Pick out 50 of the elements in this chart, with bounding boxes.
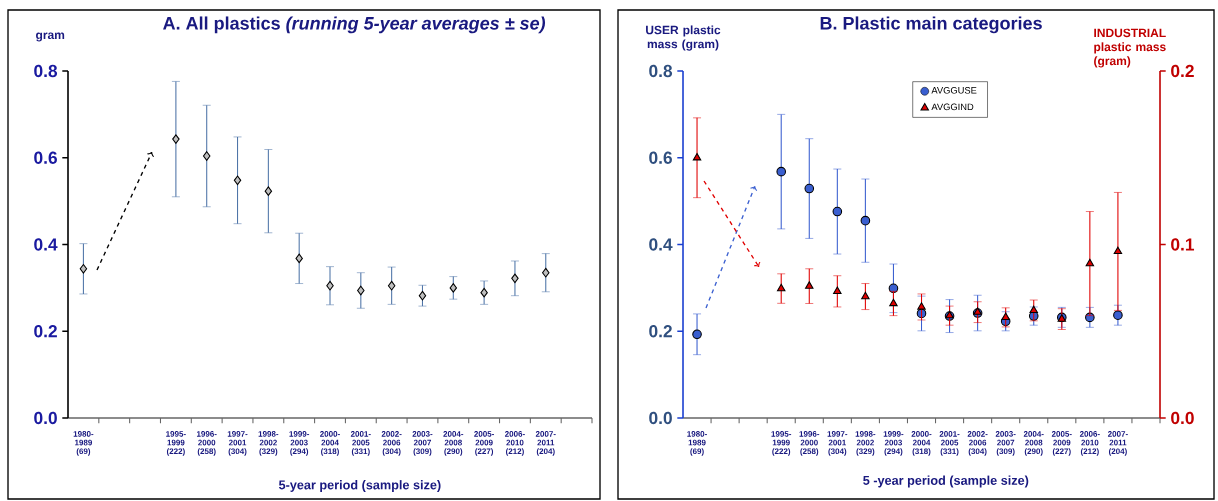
y-tick-label: 0.6 <box>649 151 672 164</box>
x-tick-label: 2000-2004 (318) <box>320 431 340 456</box>
x-tick-label: 1995-1999 (222) <box>771 431 792 456</box>
y-axis-title: gram <box>36 32 65 42</box>
x-tick-label: 1998-2002 (329) <box>258 431 279 456</box>
chart-title: A. All plastics (running 5-year averages ± se) <box>163 16 546 34</box>
x-tick-label: 2001-2005 (331) <box>350 431 371 456</box>
y-tick-label: 0.2 <box>34 325 57 338</box>
x-tick-label: 1996-2000 (258) <box>799 431 820 456</box>
x-tick-label: 1995-1999 (222) <box>166 431 186 456</box>
x-tick-label: 2005-2009 (227) <box>1051 431 1072 456</box>
x-tick-label: 2000-2004 (318) <box>911 431 932 456</box>
x-tick-label: 1980-1989 (69) <box>687 431 707 456</box>
x-tick-label: 1996-2000 (258) <box>196 431 217 456</box>
x-tick-label: 2007-2011 (204) <box>1107 431 1128 456</box>
x-tick-label: 2007-2011 (204) <box>535 431 556 456</box>
y-tick-label: 0.6 <box>34 151 57 164</box>
y2-axis-title: INDUSTRIAL plastic mass (gram) <box>1094 28 1166 68</box>
y-tick-label: 0.0 <box>649 411 672 425</box>
x-tick-label: 2003-2007 (309) <box>995 431 1016 456</box>
x-tick-label: 2002-2006 (304) <box>381 431 402 456</box>
y-tick-label: 0.4 <box>649 238 673 251</box>
x-tick-label: 1999-2003 (294) <box>883 431 904 456</box>
x-tick-label: 1980-1989 (69) <box>73 431 94 456</box>
x-tick-label: 2006-2010 (212) <box>1079 431 1100 456</box>
x-tick-label: 2003-2007 (309) <box>412 431 433 456</box>
x-tick-label: 2004-2008 (290) <box>1023 431 1044 456</box>
y-tick-label: 0.8 <box>649 64 673 78</box>
x-tick-label: 1999-2003 (294) <box>289 431 310 456</box>
y-tick-label: 0.0 <box>34 411 57 425</box>
y2-tick-label: 0.0 <box>1171 411 1194 425</box>
chart-title: B. Plastic main categories <box>820 16 1042 34</box>
x-tick-label: 2006-2010 (212) <box>504 431 525 456</box>
y2-tick-label: 0.1 <box>1171 238 1195 251</box>
y-tick-label: 0.4 <box>34 238 58 251</box>
y-tick-label: 0.8 <box>34 64 58 78</box>
x-tick-label: 2002-2006 (304) <box>967 431 988 456</box>
x-tick-label: 1997-2001 (304) <box>827 431 848 456</box>
x-axis-title: 5 -year period (sample size) <box>863 475 1029 488</box>
legend-label: AVGGIND <box>931 103 974 111</box>
x-tick-label: 2005-2009 (227) <box>474 431 495 456</box>
x-tick-label: 1997-2001 (304) <box>227 431 248 456</box>
x-tick-label: 1998-2002 (329) <box>855 431 876 456</box>
x-tick-label: 2001-2005 (331) <box>939 431 960 456</box>
y2-tick-label: 0.2 <box>1171 64 1194 78</box>
y-axis-title: USER plastic mass (gram) <box>646 25 721 51</box>
x-axis-title: 5-year period (sample size) <box>278 480 441 492</box>
y-tick-label: 0.2 <box>649 325 672 338</box>
x-tick-label: 2004-2008 (290) <box>443 431 464 456</box>
legend-label: AVGGUSE <box>931 87 977 94</box>
